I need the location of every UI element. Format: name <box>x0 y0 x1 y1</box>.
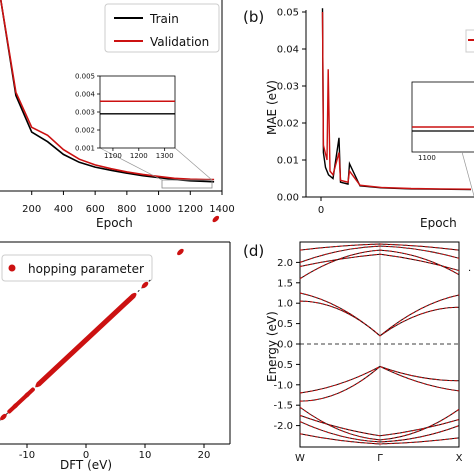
panel-a-inset-content: 0.005 0.004 0.003 0.002 0.001 1100 1200 1300 <box>75 73 175 160</box>
inset-y-tick-label: 0.004 <box>75 91 96 99</box>
band-c1-model <box>299 300 460 337</box>
inset-y-tick-label: 0.003 <box>75 109 95 117</box>
inset-x-tick-label: 1300 <box>156 152 174 160</box>
panel-d-x-tick-label: W <box>295 453 305 464</box>
panel-a-x-tick-label: 600 <box>86 204 105 215</box>
panel-c-x-tick-label: -10 <box>19 450 35 461</box>
panel-d-frame <box>299 241 460 448</box>
panel-a-x-tick-label: 400 <box>54 204 73 215</box>
panel-a-x-tick-label: 1000 <box>146 204 171 215</box>
panel-b-y-tick-label: 0.03 <box>277 82 299 93</box>
panel-d-y-tick-label: -1.0 <box>273 380 293 391</box>
panel-c-x-ticks: -10 0 10 20 <box>19 444 211 461</box>
panel-b-y-tick-label: 0.04 <box>277 45 299 56</box>
panel-a-x-tick-label: 1200 <box>178 204 203 215</box>
panel-d-x-tick-label: Γ <box>377 453 383 464</box>
panel-a: 200 400 600 800 1000 1200 1400 Epoch Train Val… <box>0 0 235 230</box>
panel-b-inset-x-tick: 1100 <box>418 154 436 162</box>
scatter-point <box>177 248 184 256</box>
panel-a-x-tick-label: 200 <box>22 204 41 215</box>
panel-b-label: (b) <box>243 8 264 26</box>
inset-x-tick-label: 1100 <box>104 152 122 160</box>
panel-d-y-tick-label: -1.5 <box>273 401 293 412</box>
zoom-connector <box>461 151 474 197</box>
panel-c-x-tick-label: 10 <box>139 450 152 461</box>
panel-d-y-ticks: 2.0 1.5 1.0 0.5 0.0 -0.5 -1.0 -1.5 -2.0 <box>273 258 300 432</box>
panel-c-x-tick-label: 20 <box>198 450 211 461</box>
inset-y-tick-label: 0.005 <box>75 73 95 81</box>
panel-a-zoom-box <box>161 179 213 189</box>
legend-validation-label: Validation <box>150 35 209 49</box>
panel-c-series <box>0 215 220 421</box>
panel-d-y-tick-label: 1.5 <box>277 278 293 289</box>
zoom-connector <box>99 147 163 181</box>
band-v2-dft <box>299 365 460 394</box>
band-c2-model <box>299 292 460 337</box>
band-c4-model <box>299 245 460 263</box>
band-c6-dft <box>299 253 460 272</box>
panel-b-y-tick-label: 0.05 <box>277 8 299 19</box>
scatter-dense-band <box>7 387 35 414</box>
scatter-point <box>0 413 7 421</box>
legend-hopping-marker <box>8 264 16 272</box>
panel-d-y-label: Energy (eV) <box>265 311 279 382</box>
band-v5-model <box>299 433 460 445</box>
band-c1-dft <box>299 300 460 337</box>
panel-d-label: (d) <box>243 242 264 260</box>
panel-b-x-label: Epoch <box>420 216 457 230</box>
panel-d-bands <box>299 243 460 445</box>
band-v1-dft <box>299 365 460 402</box>
panel-c-legend <box>1 254 153 282</box>
band-v6-dft <box>299 414 460 437</box>
panel-d-y-tick-label: -2.0 <box>273 421 293 432</box>
inset-x-tick-label: 1200 <box>130 152 148 160</box>
panel-c-x-tick-label: 0 <box>83 450 89 461</box>
panel-a-x-ticks: 200 400 600 800 1000 1200 1400 <box>22 191 235 215</box>
scatter-dense-band <box>36 293 136 387</box>
panel-b-y-tick-label: 0.00 <box>277 193 299 204</box>
panel-d-y-tick-label: 0.5 <box>277 319 293 330</box>
band-c2-dft <box>299 292 460 337</box>
band-v6-model <box>299 414 460 437</box>
band-v4-model <box>299 421 460 443</box>
panel-d-y-tick-label: 2.0 <box>277 258 293 269</box>
panel-d-y-tick-label: 1.0 <box>277 299 293 310</box>
zoom-connector <box>174 147 213 181</box>
panel-b-x-tick: 0 <box>318 205 324 216</box>
panel-a-inset <box>99 75 176 149</box>
band-c5-model <box>299 243 460 251</box>
legend-train-label: Train <box>149 12 179 26</box>
panel-a-x-label: Epoch <box>96 216 133 230</box>
panel-b-y-tick-label: 0.02 <box>277 119 299 130</box>
panel-b-y-ticks: 0.05 0.04 0.03 0.02 0.01 0.00 <box>277 8 306 204</box>
panel-b-inset <box>411 81 474 153</box>
panel-a-x-tick-label: 1400 <box>209 204 234 215</box>
band-c6-model <box>299 253 460 272</box>
panel-b-y-label: MAE (eV) <box>265 80 279 135</box>
panel-d-y-tick-label: 0.0 <box>277 340 293 351</box>
panel-a-x-tick-label: 800 <box>117 204 136 215</box>
legend-hopping-label: hopping parameter <box>28 262 144 276</box>
panel-c-x-label: DFT (eV) <box>60 458 112 472</box>
band-v1-model <box>299 365 460 402</box>
band-c3-model <box>299 249 460 280</box>
band-v3-model <box>299 406 460 441</box>
edge-glyph: · <box>468 266 471 277</box>
panel-c: -10 0 10 20 DFT (eV) hopping parameter <box>0 215 231 472</box>
inset-y-tick-label: 0.002 <box>75 127 95 135</box>
panel-b-y-tick-label: 0.01 <box>277 156 299 167</box>
panel-b: (b) 0.05 0.04 0.03 0.02 0.01 0.00 0 Epoch MAE… <box>243 8 474 230</box>
panel-d-y-tick-label: -0.5 <box>273 360 293 371</box>
panel-b-series <box>321 8 472 191</box>
inset-y-tick-label: 0.001 <box>75 145 95 153</box>
scatter-point <box>212 215 220 223</box>
band-v4-dft <box>299 421 460 443</box>
series-line-validation <box>0 0 215 181</box>
series-line-validation <box>321 11 472 190</box>
scatter-point <box>141 281 149 289</box>
panel-d-x-tick-label: X <box>456 453 463 464</box>
